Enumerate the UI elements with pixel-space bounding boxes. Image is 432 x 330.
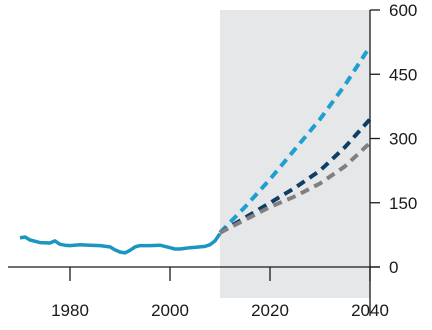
series-line-4: [219, 141, 372, 235]
series-layer: [19, 45, 372, 255]
x-tick-group: 1980 2000 2020 2040: [51, 267, 389, 320]
y-tick-label-150: 150: [389, 194, 417, 213]
y-tick-label-600: 600: [389, 1, 417, 20]
series-line-2: [218, 45, 372, 235]
x-tick-label-2020: 2020: [251, 301, 289, 320]
y-tick-label-0: 0: [389, 258, 398, 277]
y-tick-label-300: 300: [389, 130, 417, 149]
y-tick-group: 0 150 300 450 600: [370, 1, 417, 277]
projection-shaded-region: [220, 10, 370, 298]
series-line-1: [19, 232, 222, 255]
y-tick-label-450: 450: [389, 65, 417, 84]
x-tick-label-1980: 1980: [51, 301, 89, 320]
x-tick-label-2000: 2000: [151, 301, 189, 320]
x-tick-label-2040: 2040: [351, 301, 389, 320]
series-line-3: [218, 117, 372, 235]
